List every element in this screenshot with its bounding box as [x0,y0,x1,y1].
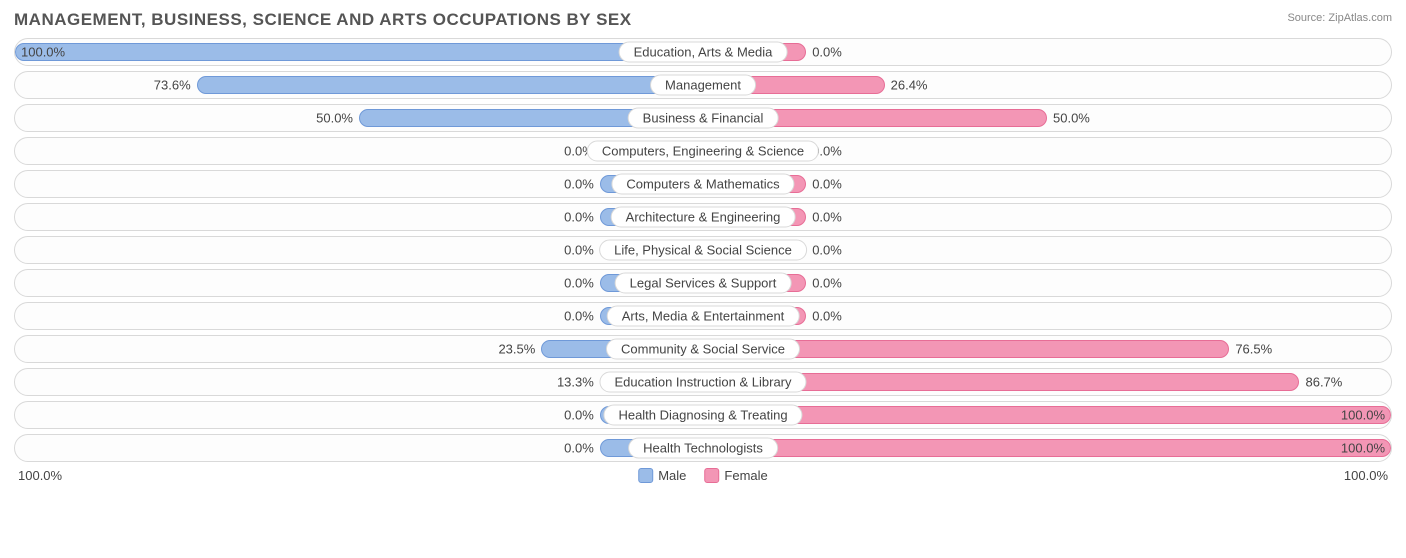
category-label: Education Instruction & Library [599,372,806,393]
male-value-label: 13.3% [557,375,594,390]
chart-row: 100.0% 0.0% Education, Arts & Media [14,38,1392,66]
male-value-label: 0.0% [564,243,594,258]
chart-row: 0.0% 0.0% Computers & Mathematics [14,170,1392,198]
axis-left-label: 100.0% [18,468,62,483]
female-value-label: 86.7% [1305,375,1342,390]
female-value-label: 26.4% [891,78,928,93]
chart-row: 73.6% 26.4% Management [14,71,1392,99]
female-bar [703,406,1391,424]
category-label: Legal Services & Support [615,273,792,294]
chart-row: 0.0% 0.0% Life, Physical & Social Science [14,236,1392,264]
female-value-label: 0.0% [812,210,842,225]
female-value-label: 100.0% [1341,408,1385,423]
female-value-label: 50.0% [1053,111,1090,126]
female-swatch [704,468,719,483]
category-label: Community & Social Service [606,339,800,360]
chart-row: 0.0%0.0%Computers, Engineering & Science [14,137,1392,165]
male-value-label: 73.6% [154,78,191,93]
male-value-label: 0.0% [564,276,594,291]
chart-row: 50.0% 50.0% Business & Financial [14,104,1392,132]
chart-row: 0.0% 0.0% Architecture & Engineering [14,203,1392,231]
category-label: Life, Physical & Social Science [599,240,807,261]
chart-row: 23.5% 76.5% Community & Social Service [14,335,1392,363]
chart-footer: 100.0% 100.0% Male Female [14,468,1392,488]
axis-right-label: 100.0% [1344,468,1388,483]
male-value-label: 0.0% [564,210,594,225]
legend-female-label: Female [724,468,767,483]
chart-row: 13.3% 86.7% Education Instruction & Librar… [14,368,1392,396]
chart-row: 0.0% 0.0% Arts, Media & Entertainment [14,302,1392,330]
female-value-label: 0.0% [812,45,842,60]
male-bar [15,43,703,61]
male-value-label: 0.0% [564,408,594,423]
category-label: Architecture & Engineering [611,207,796,228]
occupations-by-sex-chart: MANAGEMENT, BUSINESS, SCIENCE AND ARTS O… [0,0,1406,496]
female-value-label: 0.0% [812,309,842,324]
chart-row: 0.0% 100.0% Health Technologists [14,434,1392,462]
female-value-label: 0.0% [812,276,842,291]
legend-female: Female [704,468,767,483]
chart-row: 0.0% 0.0% Legal Services & Support [14,269,1392,297]
male-value-label: 100.0% [21,45,65,60]
legend-male-label: Male [658,468,686,483]
male-value-label: 0.0% [564,177,594,192]
legend-male: Male [638,468,686,483]
source-label: Source: [1287,12,1325,24]
chart-rows: 100.0% 0.0% Education, Arts & Media 73.6% 26… [14,38,1392,462]
category-label: Business & Financial [628,108,779,129]
category-label: Computers & Mathematics [611,174,794,195]
category-label: Arts, Media & Entertainment [607,306,800,327]
female-value-label: 76.5% [1235,342,1272,357]
female-bar [703,439,1391,457]
female-value-label: 100.0% [1341,441,1385,456]
chart-legend: Male Female [638,468,768,483]
male-value-label: 23.5% [498,342,535,357]
chart-title: MANAGEMENT, BUSINESS, SCIENCE AND ARTS O… [14,10,1392,30]
male-swatch [638,468,653,483]
male-bar [197,76,703,94]
chart-row: 0.0% 100.0% Health Diagnosing & Treating [14,401,1392,429]
category-label: Computers, Engineering & Science [587,141,819,162]
male-value-label: 0.0% [564,441,594,456]
male-value-label: 50.0% [316,111,353,126]
female-value-label: 0.0% [812,243,842,258]
category-label: Health Diagnosing & Treating [603,405,802,426]
male-value-label: 0.0% [564,309,594,324]
female-value-label: 0.0% [812,177,842,192]
source-name: ZipAtlas.com [1328,12,1392,24]
category-label: Education, Arts & Media [619,42,788,63]
category-label: Management [650,75,756,96]
chart-source: Source: ZipAtlas.com [1287,12,1392,24]
category-label: Health Technologists [628,438,778,459]
